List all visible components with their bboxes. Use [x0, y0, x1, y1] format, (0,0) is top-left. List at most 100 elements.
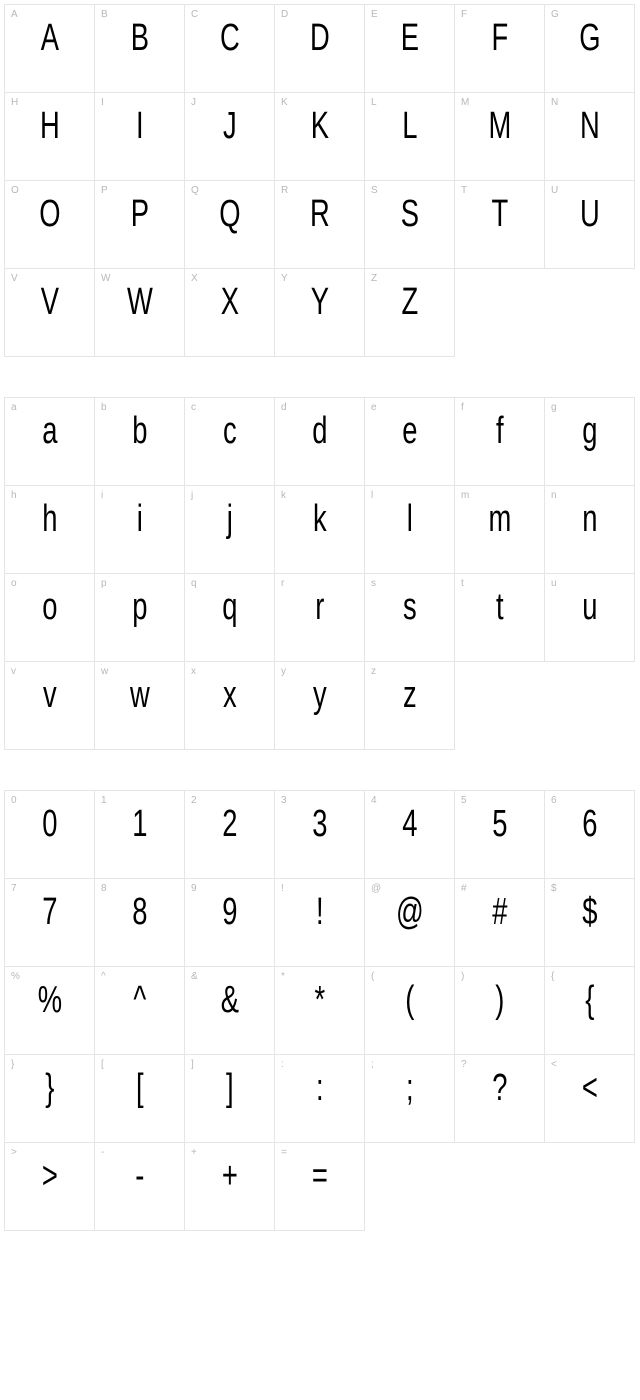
glyph-cell-glyph: z: [377, 674, 441, 717]
glyph-cell-glyph: v: [17, 674, 81, 717]
glyph-cell-glyph: s: [377, 586, 441, 629]
glyph-cell: II: [95, 93, 185, 181]
glyph-cell-glyph: [: [107, 1067, 171, 1110]
glyph-cell-glyph: Q: [197, 193, 261, 236]
glyph-cell-label: r: [281, 578, 284, 589]
glyph-cell: tt: [455, 574, 545, 662]
glyph-cell-glyph: U: [557, 193, 621, 236]
glyph-cell-label: o: [11, 578, 17, 589]
glyph-cell-glyph: w: [107, 674, 171, 717]
glyph-cell: TT: [455, 181, 545, 269]
glyph-cell-label: Z: [371, 273, 377, 284]
glyph-cell-label: F: [461, 9, 467, 20]
glyph-cell: PP: [95, 181, 185, 269]
glyph-cell: aa: [5, 398, 95, 486]
glyph-cell-glyph: D: [287, 17, 351, 60]
glyph-cell: cc: [185, 398, 275, 486]
glyph-cell-glyph: k: [287, 498, 351, 541]
glyph-cell-glyph: 4: [377, 803, 441, 846]
glyph-cell-glyph: 2: [197, 803, 261, 846]
glyph-cell: EE: [365, 5, 455, 93]
glyph-cell: VV: [5, 269, 95, 357]
glyph-cell: 22: [185, 791, 275, 879]
glyph-cell-glyph: 1: [107, 803, 171, 846]
glyph-cell-label: t: [461, 578, 464, 589]
glyph-cell: ==: [275, 1143, 365, 1231]
glyph-cell: WW: [95, 269, 185, 357]
glyph-cell: uu: [545, 574, 635, 662]
glyph-cell-glyph: P: [107, 193, 171, 236]
glyph-cell: bb: [95, 398, 185, 486]
glyph-cell-glyph: (: [377, 979, 441, 1022]
glyph-cell-glyph: %: [17, 979, 81, 1022]
glyph-cell-label: 6: [551, 795, 557, 806]
glyph-cell: 33: [275, 791, 365, 879]
glyph-cell-label: k: [281, 490, 286, 501]
glyph-cell-label: :: [281, 1059, 284, 1070]
glyph-cell: ii: [95, 486, 185, 574]
glyph-cell-label: !: [281, 883, 284, 894]
glyph-section-lowercase: aabbccddeeffgghhiijjkkllmmnnooppqqrrsstt…: [4, 397, 636, 750]
glyph-cell-glyph: r: [287, 586, 351, 629]
glyph-cell-glyph: T: [467, 193, 531, 236]
glyph-cell: UU: [545, 181, 635, 269]
glyph-cell: [[: [95, 1055, 185, 1143]
glyph-cell-glyph: e: [377, 410, 441, 453]
glyph-cell-glyph: h: [17, 498, 81, 541]
glyph-cell-glyph: u: [557, 586, 621, 629]
glyph-cell-glyph: q: [197, 586, 261, 629]
glyph-cell: gg: [545, 398, 635, 486]
glyph-cell-glyph: 0: [17, 803, 81, 846]
glyph-cell-label: x: [191, 666, 196, 677]
glyph-cell-label: i: [101, 490, 103, 501]
glyph-cell-label: *: [281, 971, 285, 982]
glyph-cell: QQ: [185, 181, 275, 269]
glyph-cell: ww: [95, 662, 185, 750]
glyph-cell: @@: [365, 879, 455, 967]
glyph-cell: YY: [275, 269, 365, 357]
glyph-cell-glyph: i: [107, 498, 171, 541]
glyph-cell: {{: [545, 967, 635, 1055]
glyph-cell-label: I: [101, 97, 104, 108]
glyph-cell: !!: [275, 879, 365, 967]
glyph-cell-glyph: #: [467, 891, 531, 934]
glyph-cell-glyph: &: [197, 979, 261, 1022]
glyph-cell-glyph: 6: [557, 803, 621, 846]
glyph-cell-label: 9: [191, 883, 197, 894]
glyph-cell-glyph: ?: [467, 1067, 531, 1110]
glyph-cell-glyph: S: [377, 193, 441, 236]
glyph-cell-label: z: [371, 666, 376, 677]
glyph-cell: $$: [545, 879, 635, 967]
glyph-cell-glyph: x: [197, 674, 261, 717]
glyph-cell-label: ): [461, 971, 464, 982]
glyph-cell-glyph: g: [557, 410, 621, 453]
glyph-cell-glyph: X: [197, 281, 261, 324]
glyph-cell: ((: [365, 967, 455, 1055]
glyph-cell-glyph: B: [107, 17, 171, 60]
glyph-cell-glyph: p: [107, 586, 171, 629]
glyph-cell: >>: [5, 1143, 95, 1231]
glyph-cell-glyph: !: [287, 891, 351, 934]
glyph-cell: kk: [275, 486, 365, 574]
glyph-cell: RR: [275, 181, 365, 269]
glyph-cell: qq: [185, 574, 275, 662]
glyph-cell: <<: [545, 1055, 635, 1143]
glyph-cell: 11: [95, 791, 185, 879]
glyph-cell-label: L: [371, 97, 377, 108]
glyph-cell-glyph: ]: [197, 1067, 261, 1110]
glyph-cell-glyph: 3: [287, 803, 351, 846]
glyph-cell-label: e: [371, 402, 377, 413]
glyph-grid: 00112233445566778899!!@@##$$%%^^&&**(())…: [4, 790, 635, 1231]
glyph-cell-glyph: H: [17, 105, 81, 148]
glyph-cell: ##: [455, 879, 545, 967]
glyph-cell: ee: [365, 398, 455, 486]
glyph-cell-label: s: [371, 578, 376, 589]
glyph-cell-glyph: +: [197, 1155, 261, 1198]
glyph-cell-glyph: ): [467, 979, 531, 1022]
glyph-cell-glyph: <: [557, 1067, 621, 1110]
glyph-cell: %%: [5, 967, 95, 1055]
glyph-cell: DD: [275, 5, 365, 93]
glyph-cell-label: #: [461, 883, 467, 894]
glyph-cell: 66: [545, 791, 635, 879]
glyph-cell-label: 1: [101, 795, 107, 806]
